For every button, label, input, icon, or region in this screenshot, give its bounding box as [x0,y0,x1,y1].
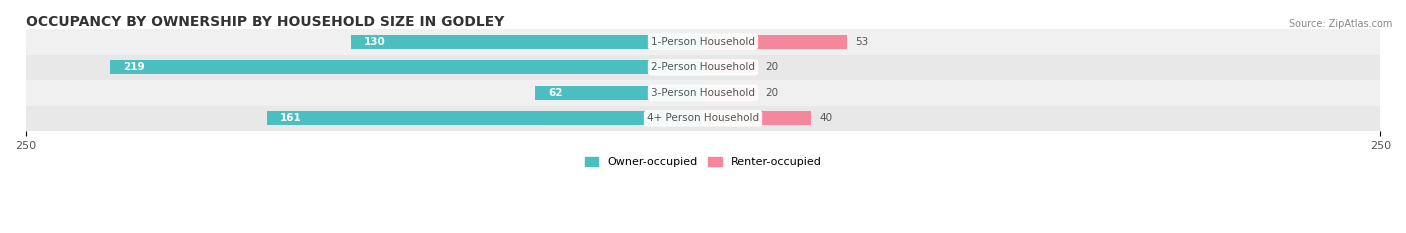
Bar [267,111,703,125]
Text: 1-Person Household: 1-Person Household [651,37,755,47]
Text: 53: 53 [855,37,868,47]
Bar [350,35,703,49]
Bar [25,29,1381,55]
Bar [703,86,758,100]
Bar [25,80,1381,106]
Bar [703,35,846,49]
Bar [110,60,703,74]
Text: 130: 130 [364,37,387,47]
Legend: Owner-occupied, Renter-occupied: Owner-occupied, Renter-occupied [581,153,825,171]
Bar [536,86,703,100]
Text: 219: 219 [124,62,145,72]
Bar [25,55,1381,80]
Bar [703,60,758,74]
Text: OCCUPANCY BY OWNERSHIP BY HOUSEHOLD SIZE IN GODLEY: OCCUPANCY BY OWNERSHIP BY HOUSEHOLD SIZE… [25,15,503,29]
Text: 20: 20 [765,62,779,72]
Text: 20: 20 [765,88,779,98]
Text: 62: 62 [548,88,562,98]
Text: 3-Person Household: 3-Person Household [651,88,755,98]
Bar [25,106,1381,131]
Text: Source: ZipAtlas.com: Source: ZipAtlas.com [1288,19,1392,29]
Text: 161: 161 [280,113,302,123]
Text: 2-Person Household: 2-Person Household [651,62,755,72]
Text: 4+ Person Household: 4+ Person Household [647,113,759,123]
Bar [703,111,811,125]
Text: 40: 40 [820,113,832,123]
